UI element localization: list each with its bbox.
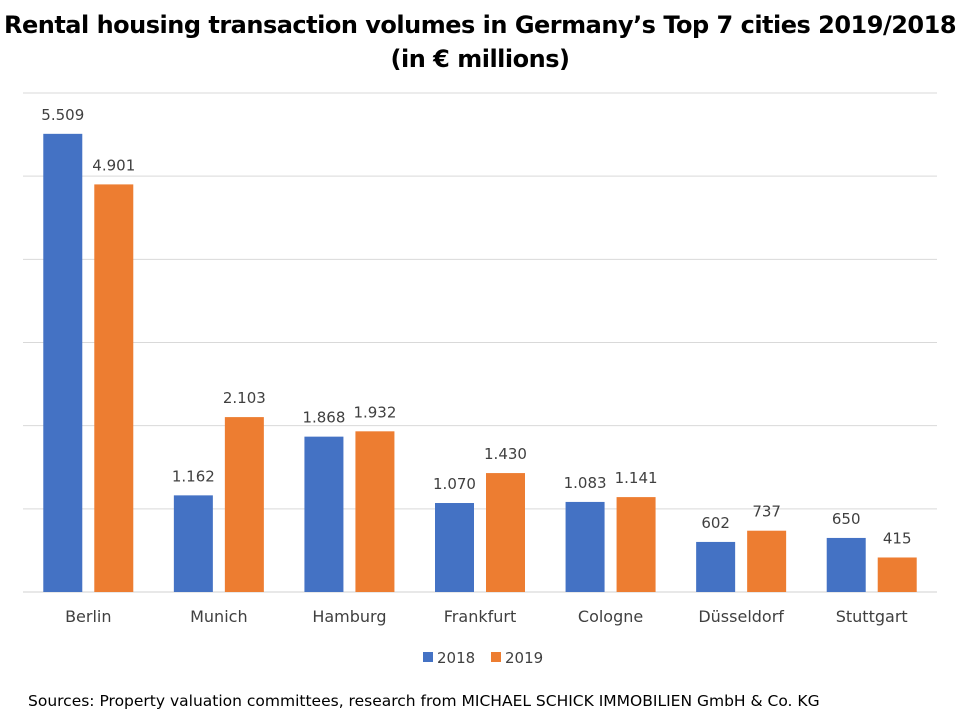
data-label-2019-cologne: 1.141: [615, 469, 658, 487]
chart-title-line-2: (in € millions): [390, 45, 570, 73]
x-tick-label-hamburg: Hamburg: [312, 607, 386, 626]
bar-2018-munich: [173, 495, 213, 592]
data-label-2018-munich: 1.162: [172, 467, 215, 485]
x-tick-label-munich: Munich: [190, 607, 247, 626]
bar-2018-frankfurt: [435, 503, 474, 592]
data-label-2018-berlin: 5.509: [41, 106, 84, 124]
data-label-2018-hamburg: 1.868: [302, 409, 345, 427]
data-label-2019-munich: 2.103: [223, 389, 266, 407]
legend-swatch-2019: [491, 652, 501, 662]
bar-2019-düsseldorf: [747, 530, 787, 592]
x-tick-label-berlin: Berlin: [65, 607, 111, 626]
data-label-2019-stuttgart: 415: [883, 529, 912, 547]
data-label-2019-frankfurt: 1.430: [484, 445, 527, 463]
data-label-2018-cologne: 1.083: [564, 474, 607, 492]
data-label-2019-hamburg: 1.932: [353, 403, 396, 421]
data-label-2019-düsseldorf: 737: [752, 503, 781, 521]
data-label-2019-berlin: 4.901: [92, 156, 135, 174]
bar-2019-cologne: [616, 497, 656, 592]
bar-2019-frankfurt: [486, 473, 525, 592]
bar-2018-hamburg: [304, 436, 344, 592]
x-tick-label-frankfurt: Frankfurt: [444, 607, 516, 626]
bar-2019-berlin: [94, 184, 134, 593]
x-tick-label-düsseldorf: Düsseldorf: [698, 607, 784, 626]
bar-2019-munich: [224, 417, 264, 592]
x-tick-label-cologne: Cologne: [578, 607, 643, 626]
bar-2018-berlin: [43, 133, 83, 592]
legend-swatch-2018: [423, 652, 433, 662]
data-label-2018-stuttgart: 650: [832, 510, 861, 528]
chart-title-line-1: Rental housing transaction volumes in Ge…: [3, 11, 957, 39]
chart-title: Rental housing transaction volumes in Ge…: [0, 8, 960, 76]
data-label-2018-düsseldorf: 602: [701, 514, 730, 532]
source-note: Sources: Property valuation committees, …: [28, 692, 820, 710]
bar-2019-stuttgart: [877, 557, 917, 592]
legend-label-2019: 2019: [505, 649, 543, 667]
bar-2018-stuttgart: [826, 537, 866, 592]
bar-2018-cologne: [565, 501, 605, 592]
bar-2018-düsseldorf: [696, 541, 736, 592]
bar-2019-hamburg: [355, 431, 395, 592]
data-label-2018-frankfurt: 1.070: [433, 475, 476, 493]
x-tick-label-stuttgart: Stuttgart: [836, 607, 908, 626]
legend-label-2018: 2018: [437, 649, 475, 667]
